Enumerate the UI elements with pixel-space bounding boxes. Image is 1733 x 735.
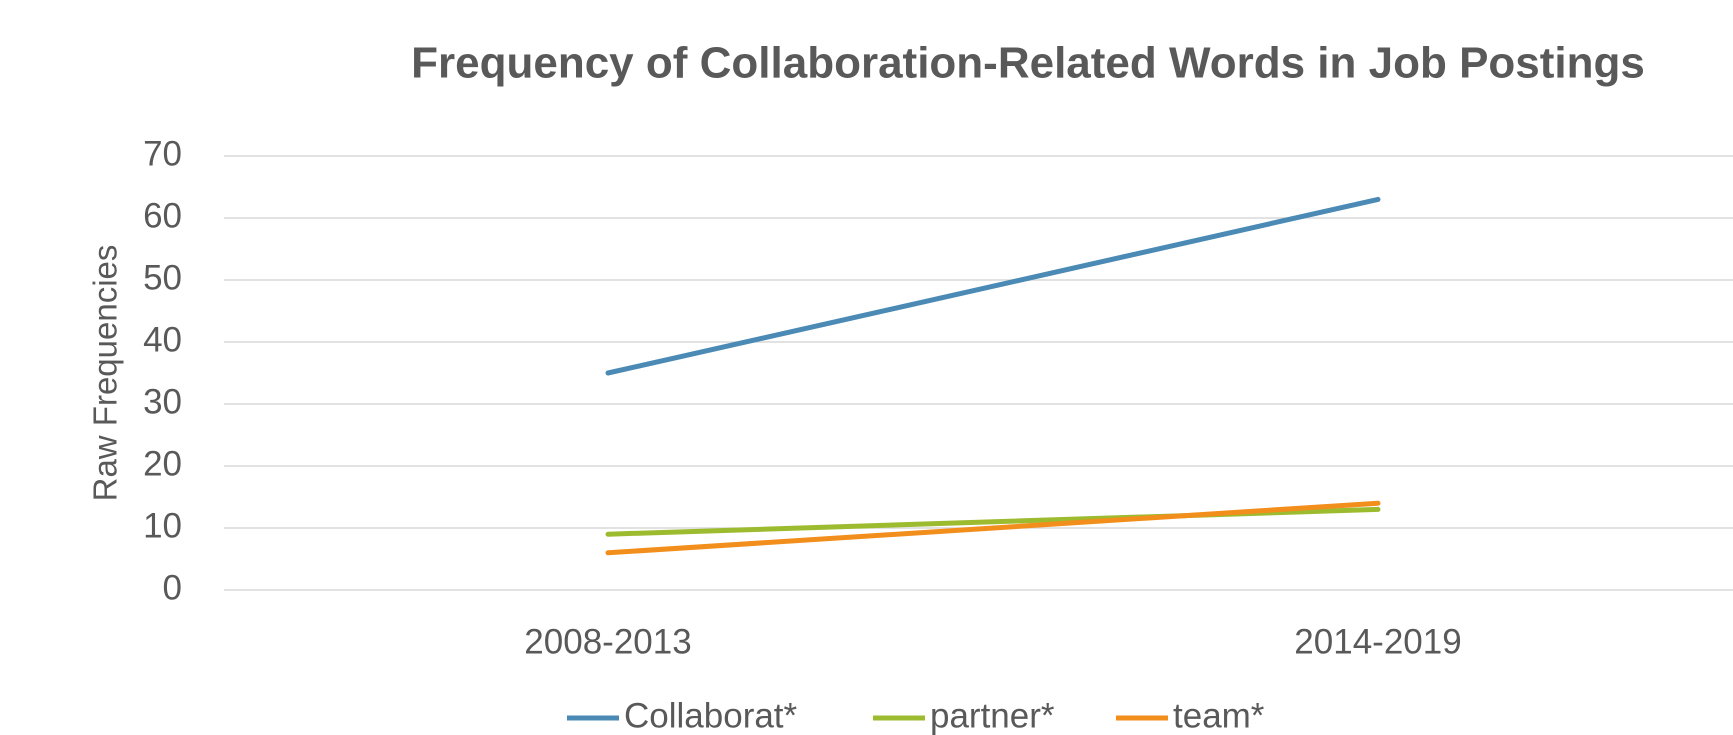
- legend-label: Collaborat*: [624, 696, 798, 735]
- x-tick-label: 2008-2013: [524, 622, 691, 661]
- y-axis-label: Raw Frequencies: [87, 245, 124, 502]
- y-tick-label: 70: [143, 134, 182, 173]
- y-tick-label: 40: [143, 320, 182, 359]
- series-line: [605, 500, 1381, 556]
- y-tick-label: 20: [143, 444, 182, 483]
- y-tick-label: 50: [143, 258, 182, 297]
- series-line: [605, 196, 1381, 376]
- y-tick-label: 30: [143, 382, 182, 421]
- y-tick-label: 60: [143, 196, 182, 235]
- x-tick-label: 2014-2019: [1294, 622, 1461, 661]
- y-tick-label: 10: [143, 506, 182, 545]
- chart-title: Frequency of Collaboration-Related Words…: [411, 39, 1645, 88]
- y-tick-label: 0: [163, 568, 182, 607]
- legend-label: team*: [1173, 696, 1265, 735]
- legend-label: partner*: [930, 696, 1055, 735]
